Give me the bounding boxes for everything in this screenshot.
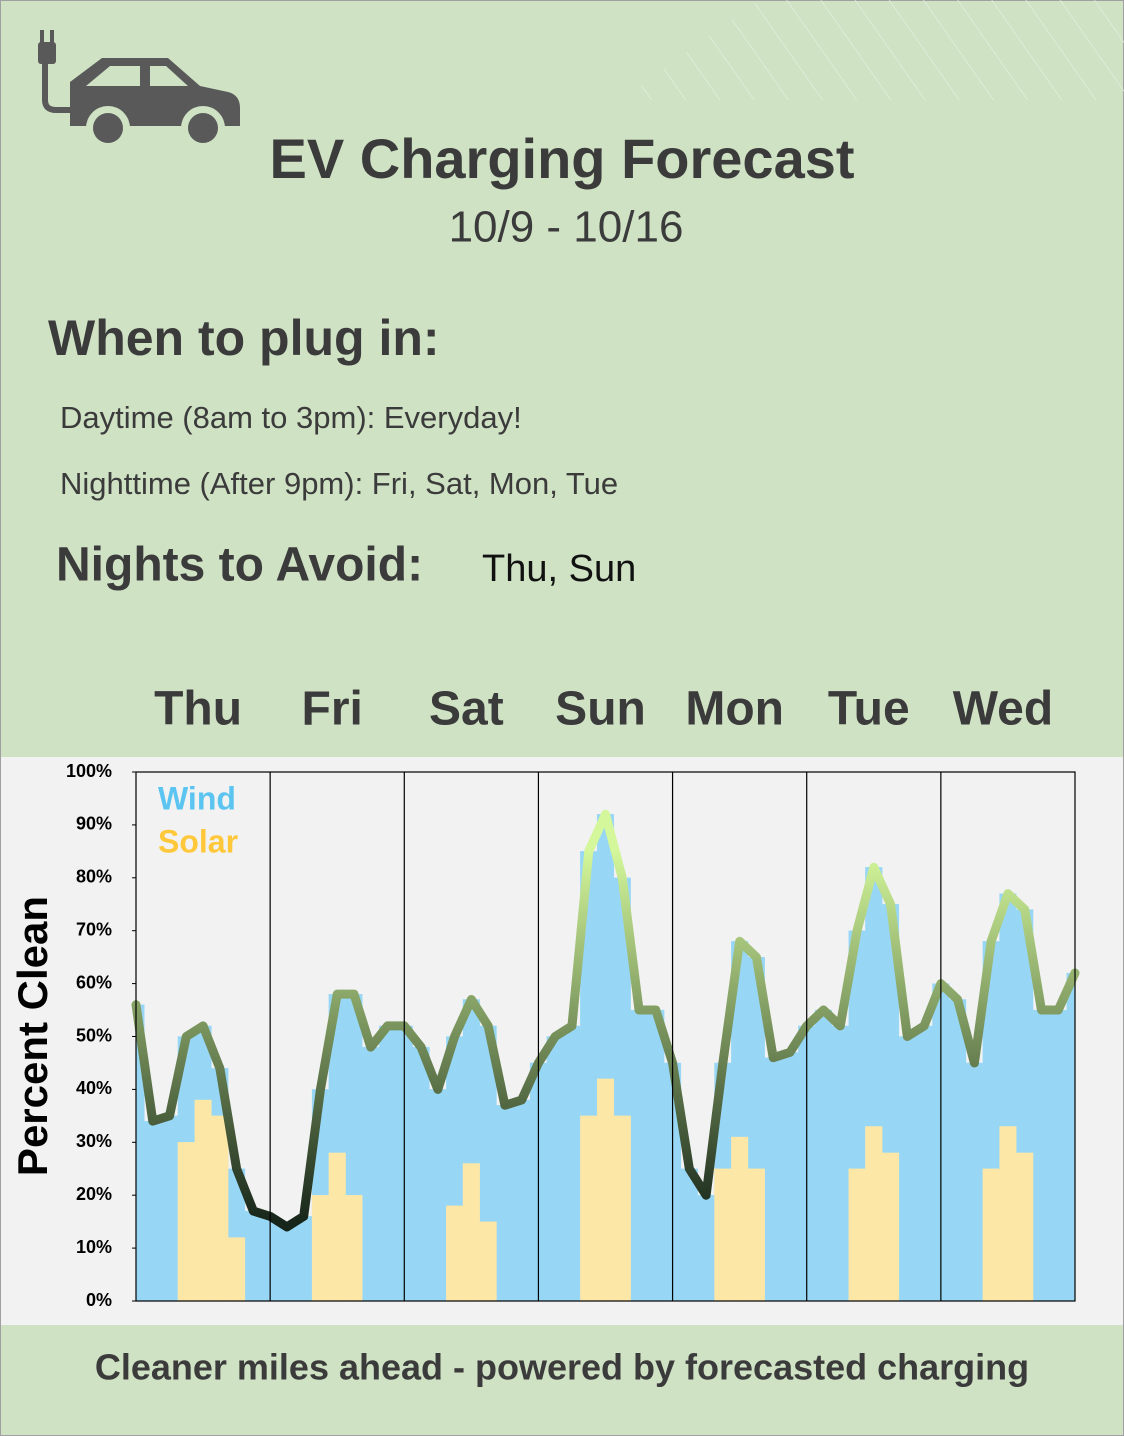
- day-label: Tue: [828, 683, 910, 736]
- wind-bar: [949, 999, 967, 1302]
- solar-bar: [177, 1142, 195, 1302]
- wind-bar: [429, 1089, 447, 1302]
- wind-bar: [1066, 972, 1076, 1302]
- solar-bar: [865, 1126, 883, 1302]
- ev-icon: [38, 30, 240, 150]
- wind-bar: [630, 1009, 648, 1302]
- solar-bar: [345, 1195, 363, 1302]
- y-tick-label: 10%: [76, 1237, 112, 1257]
- solar-bar: [311, 1195, 329, 1302]
- subtitle: 10/9 - 10/16: [449, 203, 684, 252]
- wind-bar: [513, 1099, 531, 1302]
- y-tick-label: 60%: [76, 972, 112, 992]
- y-axis-label: Percent Clean: [9, 896, 56, 1176]
- solar-bar: [446, 1205, 464, 1302]
- wind-bar: [1032, 1009, 1050, 1302]
- wind-bar: [362, 1046, 380, 1302]
- y-tick-label: 90%: [76, 814, 112, 834]
- wind-bar: [680, 1168, 698, 1302]
- daytime: Daytime (8am to 3pm): Everyday!: [60, 400, 522, 435]
- wind-bar: [647, 1009, 665, 1302]
- y-tick-label: 70%: [76, 919, 112, 939]
- day-label: Wed: [953, 683, 1053, 736]
- solar-bar: [747, 1168, 765, 1302]
- legend-entry: Wind: [158, 780, 236, 816]
- clean-line: [131, 809, 1080, 1232]
- solar-bar: [462, 1163, 480, 1302]
- legend-entry: Solar: [158, 823, 238, 859]
- solar-bar: [596, 1078, 615, 1302]
- wind-bar: [831, 1025, 849, 1302]
- wind-bar: [764, 1057, 782, 1302]
- y-tick-label: 20%: [76, 1184, 112, 1204]
- solar-bar: [848, 1168, 866, 1302]
- solar-bar: [580, 1115, 598, 1302]
- day-label: Sun: [555, 683, 646, 736]
- plug-heading: When to plug in:: [48, 310, 440, 366]
- nighttime: Nighttime (After 9pm): Fri, Sat, Mon, Tu…: [60, 466, 618, 501]
- wind-bar: [295, 1216, 313, 1302]
- solar-bar: [228, 1237, 246, 1302]
- day-label: Sat: [429, 683, 504, 736]
- solar-bar: [999, 1126, 1017, 1302]
- wind-bar: [378, 1025, 397, 1302]
- solar-bar: [1016, 1152, 1034, 1302]
- wind-bar: [697, 1195, 715, 1302]
- y-tick-label: 0%: [86, 1290, 112, 1310]
- y-tick-label: 50%: [76, 1025, 112, 1045]
- solar-bar: [731, 1136, 749, 1302]
- solar-bar: [982, 1168, 1000, 1302]
- title: EV Charging Forecast: [269, 127, 854, 190]
- y-tick-label: 30%: [76, 1131, 112, 1151]
- wind-bar: [144, 1120, 162, 1302]
- avoid-days: Thu, Sun: [482, 548, 636, 590]
- wind-bar: [546, 1036, 564, 1302]
- wind-bar: [965, 1062, 983, 1302]
- solar-bar: [882, 1152, 900, 1302]
- wind-bar: [161, 1115, 179, 1302]
- day-label: Fri: [302, 683, 363, 736]
- footer: Cleaner miles ahead - powered by forecas…: [95, 1347, 1029, 1388]
- avoid-heading: Nights to Avoid:: [56, 539, 423, 592]
- y-tick-label: 100%: [66, 761, 112, 781]
- solar-bar: [211, 1115, 229, 1302]
- wind-bar: [496, 1105, 514, 1302]
- plot: 0% 10% 20% 30% 40% 50% 60% 70% 80% 90% 100% Wind Sol…: [66, 761, 1080, 1310]
- solar-bar: [714, 1168, 732, 1302]
- wind-bar: [781, 1052, 799, 1302]
- wind-bar: [814, 1009, 833, 1302]
- wind-bar: [898, 1036, 916, 1302]
- decor-stripes: [620, 0, 1124, 100]
- wind-bar: [244, 1210, 262, 1302]
- wind-bar: [278, 1226, 296, 1302]
- y-tick-label: 40%: [76, 1078, 112, 1098]
- solar-bar: [194, 1099, 212, 1302]
- solar-bar: [613, 1115, 631, 1302]
- solar-bar: [328, 1152, 346, 1302]
- wind-bar: [915, 1025, 933, 1302]
- wind-bar: [1049, 1009, 1067, 1302]
- day-label: Thu: [154, 683, 242, 736]
- solar-bar: [479, 1221, 497, 1302]
- day-label: Mon: [685, 683, 784, 736]
- wind-bar: [563, 1025, 581, 1302]
- y-tick-label: 80%: [76, 867, 112, 887]
- wind-bar: [412, 1046, 430, 1302]
